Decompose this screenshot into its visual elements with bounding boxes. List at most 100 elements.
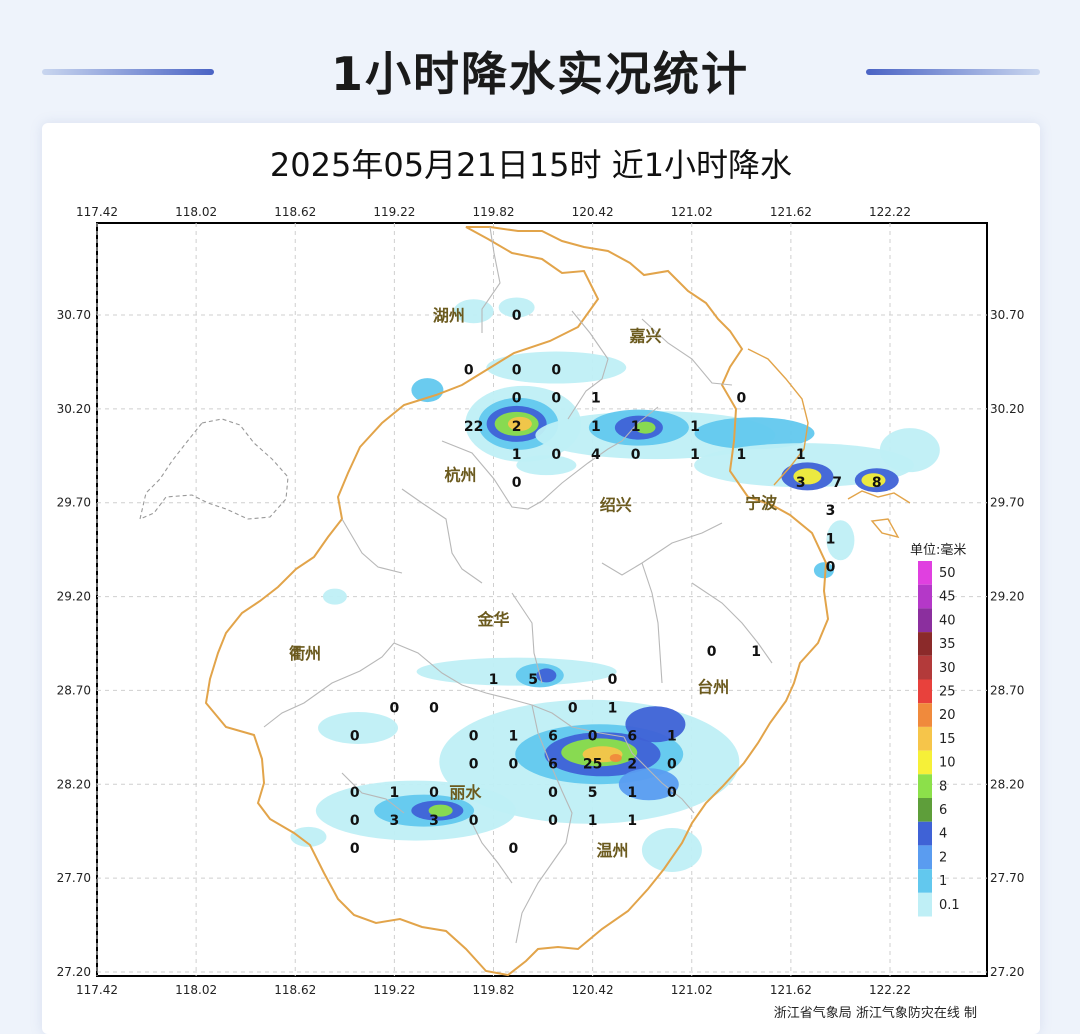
legend-swatch <box>918 608 932 633</box>
legend-label: 0.1 <box>939 898 960 913</box>
lat-ticks-right: 30.70 30.20 29.70 29.20 28.70 28.20 27.70 27.20 <box>990 308 1024 979</box>
legend-title: 单位:毫米 <box>910 542 966 558</box>
rain-cell <box>641 827 702 872</box>
station-value: 5 <box>528 672 538 688</box>
station-value: 0 <box>551 391 561 407</box>
rain-cell <box>498 297 535 318</box>
station-value: 3 <box>390 813 400 829</box>
legend-swatch <box>918 584 932 609</box>
rain-cell <box>609 754 622 763</box>
station-value: 8 <box>872 475 882 491</box>
station-value: 1 <box>608 700 618 716</box>
station-value: 3 <box>796 475 806 491</box>
station-value: 0 <box>826 560 836 576</box>
map-title: 2025年05月21日15时 近1小时降水 <box>270 146 792 184</box>
lat-tick-label: 27.20 <box>57 965 91 979</box>
rain-cell <box>826 520 855 561</box>
lat-tick-label: 29.20 <box>990 590 1024 604</box>
legend-label: 20 <box>939 708 956 723</box>
credit-text: 浙江省气象局 浙江气象防灾在线 制 <box>774 1005 977 1021</box>
station-value: 1 <box>796 447 806 463</box>
city-label: 绍兴 <box>600 496 632 515</box>
province-boundary <box>204 226 911 977</box>
lon-tick-label: 119.22 <box>373 983 415 997</box>
station-value: 1 <box>826 531 836 547</box>
city-label: 湖州 <box>433 306 465 325</box>
lon-tick-label: 122.22 <box>869 205 911 219</box>
lon-tick-label: 118.62 <box>274 205 316 219</box>
lon-tick-label: 121.02 <box>671 983 713 997</box>
station-value: 0 <box>350 728 360 744</box>
lat-tick-label: 29.70 <box>990 496 1024 510</box>
station-value: 1 <box>508 728 518 744</box>
station-value: 0 <box>350 785 360 801</box>
rain-cell <box>879 428 940 473</box>
station-value: 6 <box>627 728 637 744</box>
lat-tick-label: 30.70 <box>990 308 1024 322</box>
lat-tick-label: 27.20 <box>990 965 1024 979</box>
station-value: 0 <box>568 700 578 716</box>
station-value: 0 <box>512 362 522 378</box>
rain-cell <box>486 351 627 384</box>
legend-swatch <box>918 703 932 727</box>
station-value: 3 <box>826 503 836 519</box>
lon-tick-label: 119.82 <box>473 205 515 219</box>
legend-swatch <box>918 561 932 585</box>
station-value: 2 <box>627 757 637 773</box>
lat-tick-label: 29.20 <box>57 590 91 604</box>
station-value: 0 <box>608 672 618 688</box>
station-value: 4 <box>591 447 601 463</box>
station-value: 1 <box>390 785 400 801</box>
station-value: 0 <box>469 728 479 744</box>
city-label: 金华 <box>476 610 509 629</box>
legend-label: 35 <box>939 637 956 652</box>
lon-tick-label: 120.42 <box>572 983 614 997</box>
station-value: 1 <box>627 785 637 801</box>
rain-field <box>290 297 940 872</box>
rain-cell <box>290 826 327 847</box>
station-value: 0 <box>707 644 717 660</box>
legend-swatch <box>918 892 932 917</box>
city-label: 温州 <box>595 841 628 860</box>
city-label: 丽水 <box>449 783 482 802</box>
rain-cell <box>416 657 617 686</box>
legend: 单位:毫米 50 45 40 35 30 25 20 15 10 8 6 4 2 1 0.1 <box>910 542 966 917</box>
station-value: 0 <box>429 700 439 716</box>
station-value: 0 <box>390 700 400 716</box>
rain-cell <box>322 588 347 605</box>
rain-cell <box>813 562 834 579</box>
station-value: 0 <box>631 447 641 463</box>
map-card: 2025年05月21日15时 近1小时降水 117.42 118.02 118.62… <box>42 123 1040 1034</box>
lon-tick-label: 121.02 <box>671 205 713 219</box>
station-value: 1 <box>489 672 499 688</box>
station-value: 1 <box>736 447 746 463</box>
station-value: 0 <box>508 757 518 773</box>
legend-label: 8 <box>939 779 947 794</box>
station-value: 0 <box>512 475 522 491</box>
precipitation-map[interactable]: 2025年05月21日15时 近1小时降水 117.42 118.02 118.62… <box>42 123 1040 1034</box>
rain-cell <box>694 417 815 450</box>
title-decoration-left <box>42 69 214 75</box>
station-value: 0 <box>464 362 474 378</box>
legend-items: 50 45 40 35 30 25 20 15 10 8 6 4 2 1 0.1 <box>918 561 960 917</box>
station-value: 7 <box>832 475 842 491</box>
lat-tick-label: 28.70 <box>57 683 91 697</box>
station-value: 1 <box>591 419 601 435</box>
lat-tick-label: 28.70 <box>990 683 1024 697</box>
station-value: 0 <box>469 757 479 773</box>
city-label: 台州 <box>697 678 729 697</box>
lat-tick-label: 27.70 <box>990 871 1024 885</box>
page-title: 1小时降水实况统计 <box>330 47 749 101</box>
rain-cell <box>453 299 494 324</box>
lat-tick-label: 30.20 <box>990 402 1024 416</box>
lon-tick-label: 118.02 <box>175 983 217 997</box>
lat-tick-label: 28.20 <box>990 777 1024 791</box>
station-value: 0 <box>736 391 746 407</box>
lat-tick-label: 30.20 <box>57 402 91 416</box>
legend-swatch <box>918 845 932 870</box>
lon-tick-label: 119.22 <box>373 205 415 219</box>
legend-swatch <box>918 679 932 704</box>
lon-tick-label: 117.42 <box>76 205 118 219</box>
station-value: 0 <box>667 785 677 801</box>
legend-label: 15 <box>939 732 956 747</box>
